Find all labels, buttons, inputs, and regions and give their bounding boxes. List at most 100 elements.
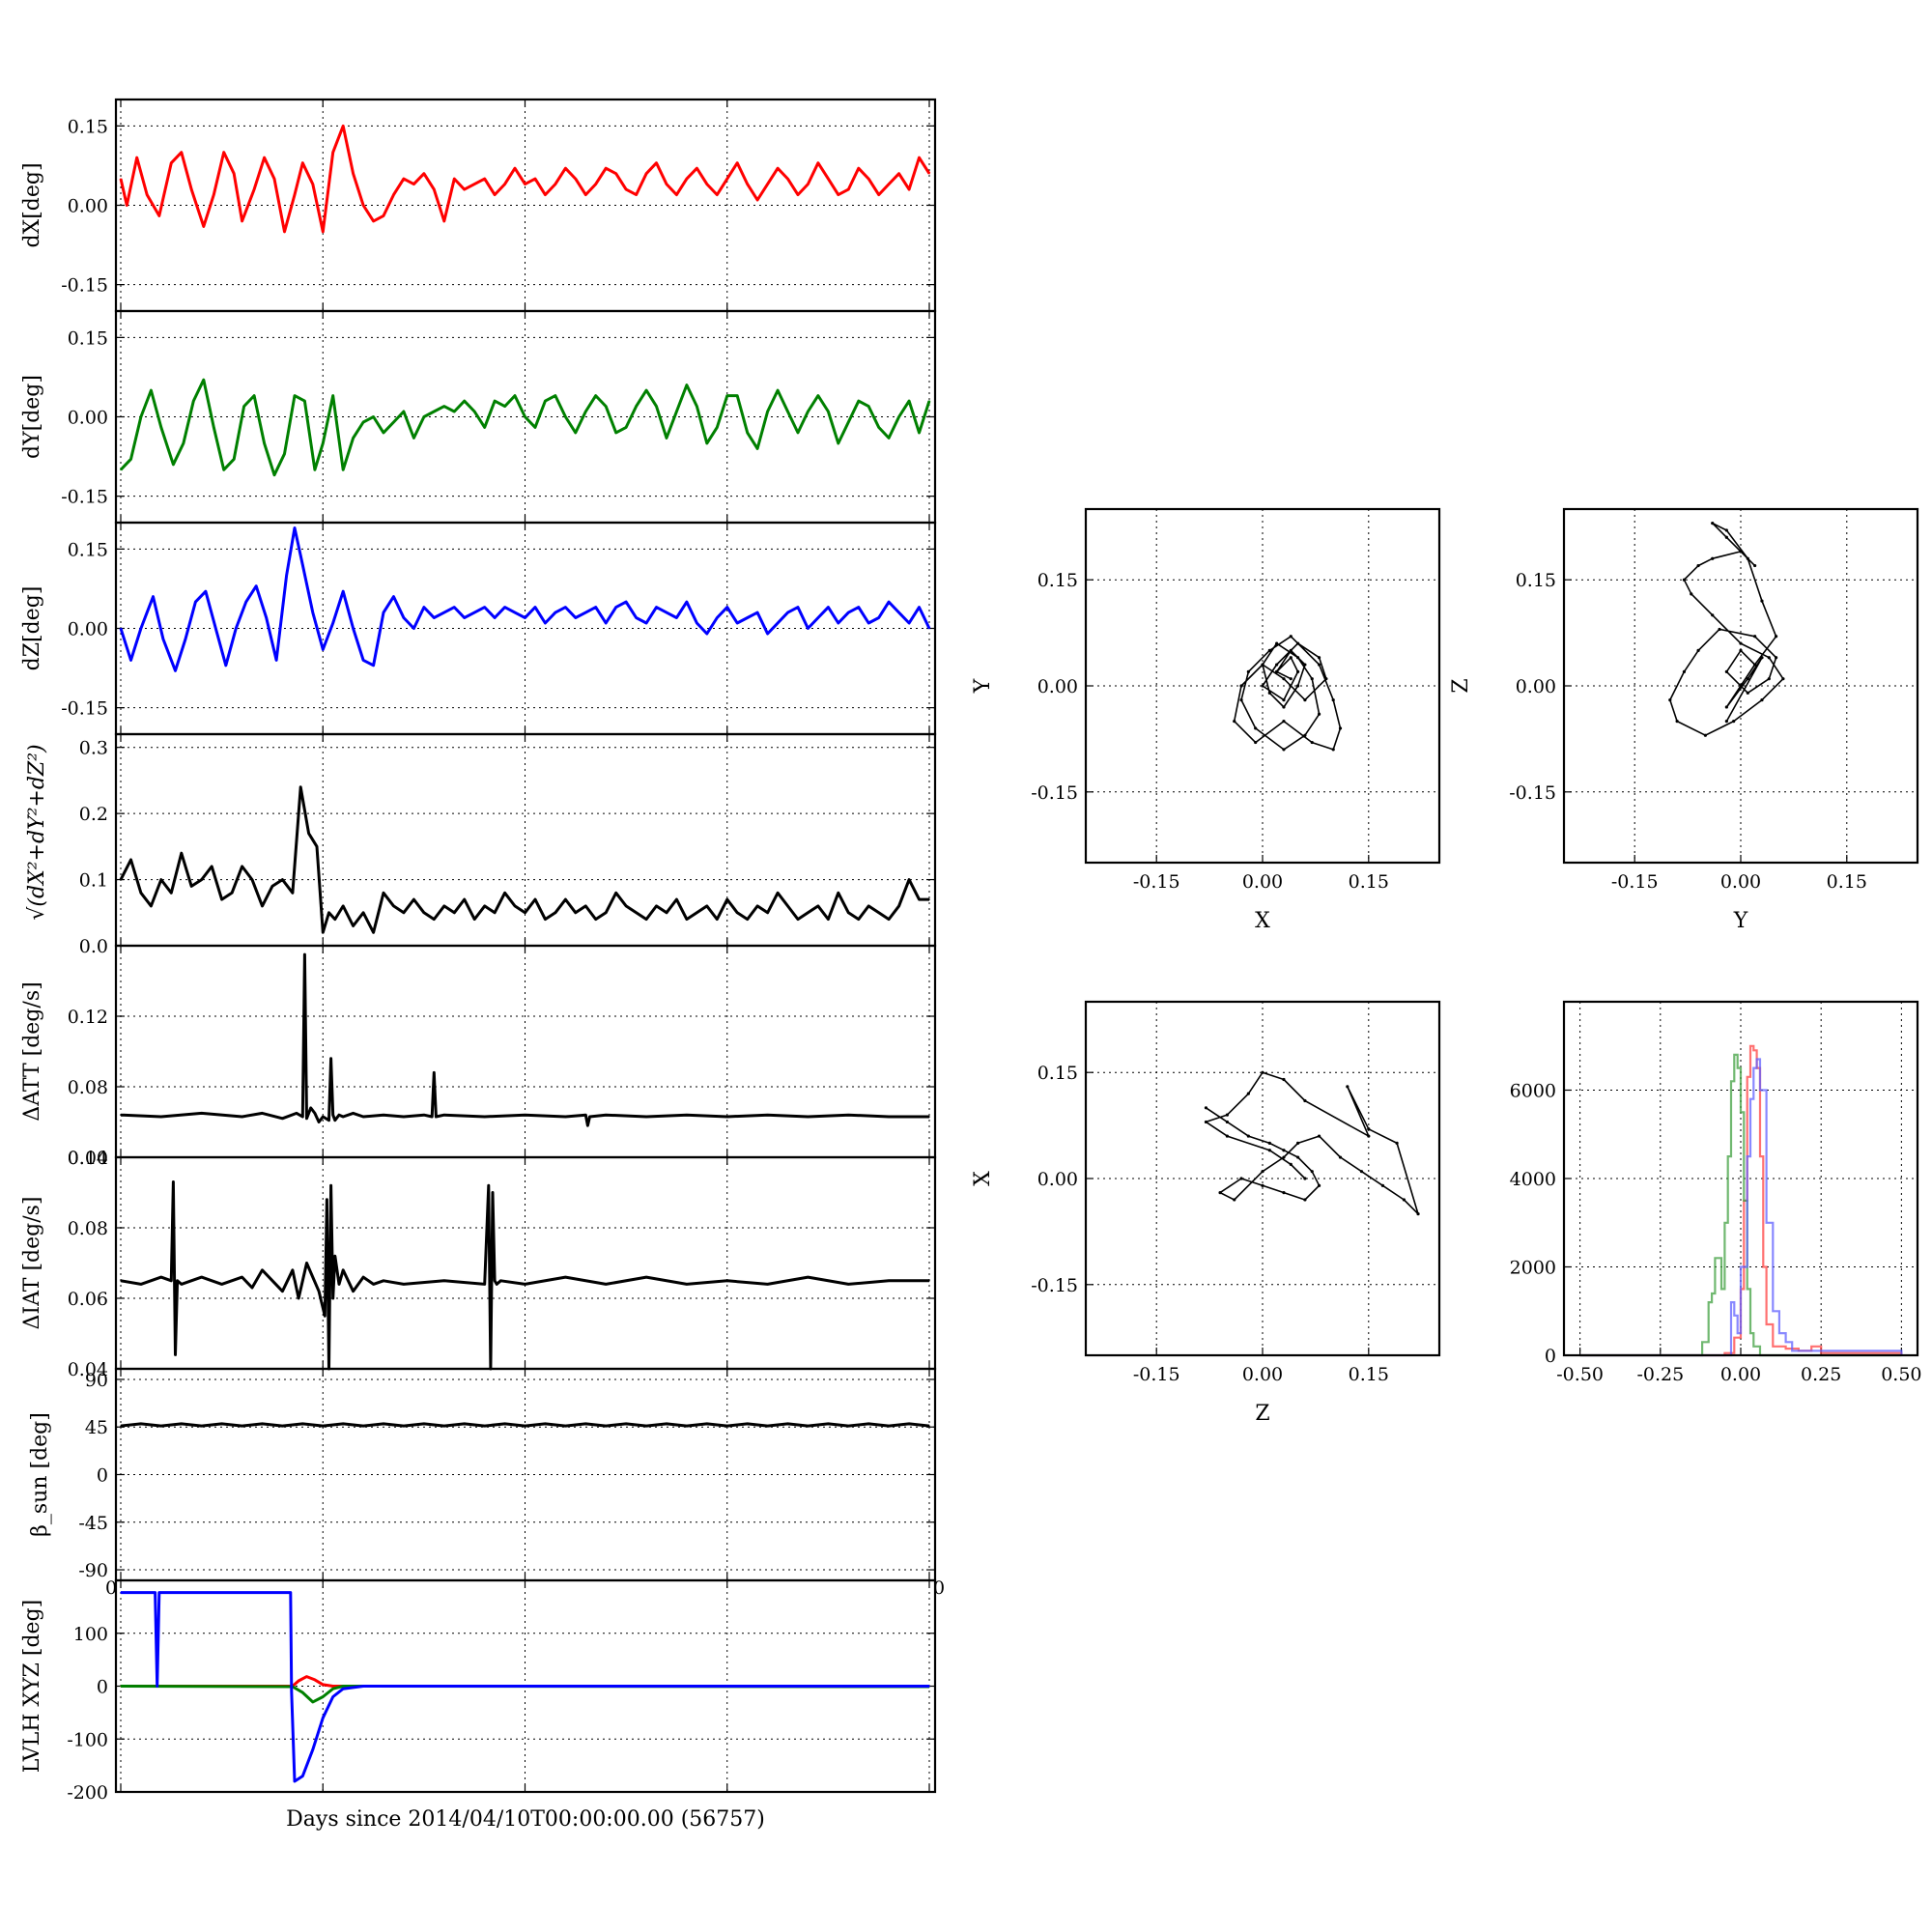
data-point (645, 389, 647, 391)
data-point (443, 220, 445, 222)
y-axis-label: √(dX²+dY²+dZ²) (25, 744, 49, 920)
data-point (443, 1425, 445, 1427)
data-point (235, 627, 238, 630)
scatter-point (1668, 698, 1672, 702)
y-tick-label: -90 (78, 1560, 108, 1581)
data-point (524, 1114, 526, 1116)
data-point (777, 622, 779, 624)
data-point (362, 1116, 364, 1118)
data-point (544, 1423, 547, 1425)
data-point (584, 1423, 587, 1425)
scatter-point (1218, 1191, 1222, 1195)
data-point (352, 437, 355, 440)
data-point (331, 622, 334, 624)
data-point (342, 1688, 344, 1690)
data-point (331, 1114, 334, 1116)
data-point (157, 1591, 160, 1594)
scatter-point (1310, 677, 1314, 681)
data-point (605, 405, 607, 408)
y-tick-label: -200 (67, 1782, 108, 1804)
data-point (594, 606, 597, 609)
data-point (625, 426, 627, 429)
scatter-point (1753, 663, 1757, 667)
data-point (225, 665, 227, 667)
x-axis-label: Z (1255, 1402, 1269, 1426)
data-point (888, 918, 890, 921)
data-point (503, 183, 506, 185)
data-point (534, 606, 536, 609)
data-point (725, 1116, 728, 1118)
y-tick-label: 0.00 (1037, 1169, 1078, 1190)
data-point (838, 442, 839, 444)
y-tick-label: 0.15 (68, 327, 108, 349)
data-point (847, 1425, 850, 1427)
x-tick-label: 0.00 (1242, 871, 1283, 893)
data-point (298, 1680, 299, 1682)
data-point (156, 1685, 158, 1688)
data-point (645, 622, 647, 624)
data-point (544, 918, 547, 921)
data-point (140, 892, 142, 895)
y-axis-label: Z (1449, 678, 1473, 693)
data-point (241, 220, 243, 222)
axes-frame (1084, 507, 1441, 865)
y-tick-label: 0.08 (68, 1218, 108, 1239)
series-line-dATT-0 (120, 952, 929, 1127)
data-point (301, 1691, 304, 1693)
data-point (746, 918, 749, 921)
scatter-point (1275, 669, 1279, 673)
scatter-point (1317, 1134, 1321, 1138)
panel-histogram: -0.50 -0.25 0.00 0.25 0.50 0 2000 4000 6000 (1510, 1000, 1922, 1385)
scatter-point (1275, 641, 1279, 645)
data-point (496, 1283, 498, 1286)
scatter-point (1239, 1177, 1243, 1180)
data-point (756, 447, 758, 450)
data-point (716, 918, 719, 921)
data-point (213, 193, 215, 196)
data-point (309, 1107, 312, 1109)
data-point (635, 193, 638, 196)
data-point (594, 394, 597, 397)
data-point (202, 225, 205, 228)
data-point (605, 911, 607, 914)
data-point (213, 426, 215, 429)
scatter-point (1296, 684, 1300, 688)
data-point (625, 1423, 627, 1425)
data-point (756, 905, 758, 907)
y-tick-label: 0.15 (68, 539, 108, 560)
data-point (129, 458, 132, 461)
data-point (786, 1423, 789, 1425)
data-point (928, 1425, 930, 1427)
y-tick-label: -0.15 (1509, 782, 1556, 804)
data-point (766, 911, 769, 914)
scatter-point (1204, 1106, 1208, 1110)
data-point (372, 665, 375, 667)
data-point (483, 905, 486, 907)
data-point (584, 193, 587, 196)
data-point (614, 432, 617, 434)
y-tick-label: 0.00 (1516, 676, 1556, 697)
x-axis-label: Y (1733, 909, 1748, 933)
data-point (594, 183, 597, 185)
data-point (372, 220, 375, 222)
data-point (285, 574, 288, 577)
scatter-point (1324, 677, 1328, 681)
data-point (494, 1279, 496, 1282)
data-point (342, 469, 344, 471)
data-point (383, 1423, 384, 1425)
data-point (412, 437, 415, 440)
data-point (928, 1685, 930, 1688)
scatter-point (1282, 705, 1286, 709)
data-point (222, 151, 225, 154)
data-point (301, 161, 304, 164)
data-point (483, 606, 486, 609)
data-point (777, 389, 779, 391)
data-point (322, 1717, 325, 1719)
scatter-point (1346, 1085, 1350, 1089)
data-point (514, 167, 516, 169)
scatter-point (1690, 592, 1693, 596)
data-point (362, 1425, 364, 1427)
data-point (372, 931, 375, 934)
data-point (318, 1290, 320, 1293)
